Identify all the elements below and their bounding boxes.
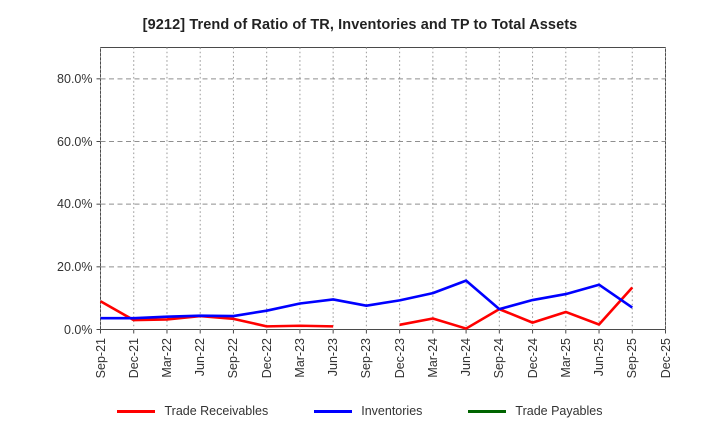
x-axis-tick-label: Mar-23 [292,337,307,378]
x-axis-tick-label: Dec-23 [392,337,407,378]
page-title: [9212] Trend of Ratio of TR, Inventories… [142,17,578,33]
legend-label: Trade Payables [515,404,603,418]
x-axis-tick-label: Mar-25 [558,337,573,378]
x-axis-tick-label: Dec-25 [658,337,673,378]
x-axis-tick-label: Mar-22 [159,337,174,378]
x-axis-tick-label: Jun-25 [592,337,607,376]
x-axis-tick-label: Sep-25 [625,337,640,378]
x-axis-tick-label: Sep-22 [226,337,241,378]
legend-item-trade-payables[interactable]: Trade Payables [468,404,603,418]
legend-label: Trade Receivables [164,404,269,418]
x-axis-tick-label: Sep-21 [93,337,108,378]
chart-legend: Trade Receivables Inventories Trade Payabl… [0,404,720,418]
y-axis-tick-label: 20.0% [57,259,93,274]
x-axis-tick-label: Jun-24 [459,337,474,376]
y-axis-tick-label: 0.0% [64,322,93,337]
legend-swatch-icon [468,409,507,413]
x-axis-tick-label: Dec-21 [126,337,141,378]
x-axis-tick-label: Dec-24 [525,337,540,378]
x-axis-tick-label: Dec-22 [259,337,274,378]
plot-area [100,47,666,330]
x-axis-tick-label: Jun-23 [326,337,341,376]
x-axis-tick-label: Mar-24 [425,337,440,378]
legend-item-inventories[interactable]: Inventories [314,404,422,418]
legend-swatch-icon [314,409,353,413]
y-axis-tick-label: 60.0% [57,134,93,149]
legend-swatch-icon [117,409,156,413]
x-axis-tick-label: Sep-24 [492,337,507,378]
legend-item-trade-receivables[interactable]: Trade Receivables [117,404,268,418]
y-axis-tick-label: 80.0% [57,71,93,86]
x-axis-tick-label: Jun-22 [193,337,208,376]
x-axis-tick-label: Sep-23 [359,337,374,378]
y-axis-tick-label: 40.0% [57,197,93,212]
legend-label: Inventories [361,404,423,418]
